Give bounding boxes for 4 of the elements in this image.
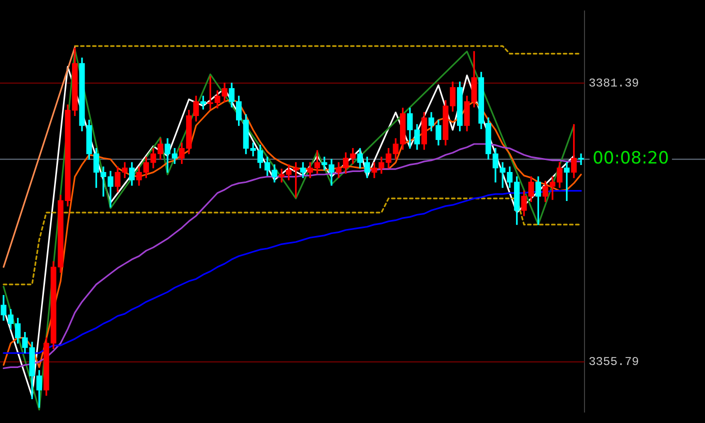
text: 00:08:20 xyxy=(592,148,669,169)
y-tick-label: 3355.79 xyxy=(588,355,640,370)
y-tick-label: 3381.39 xyxy=(588,76,640,90)
line-series xyxy=(2,198,582,286)
